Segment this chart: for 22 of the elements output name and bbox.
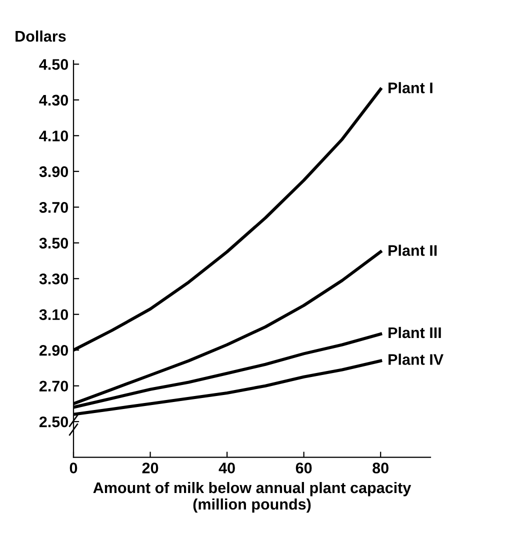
y-axis-title: Dollars	[16, 30, 66, 42]
y-tick-label: 2.70	[39, 380, 68, 392]
y-tick-label: 2.50	[39, 416, 68, 428]
x-tick-label: 0	[70, 462, 78, 474]
series-label: Plant III	[388, 326, 441, 338]
y-tick-label: 4.50	[39, 59, 68, 70]
x-tick-label: 40	[218, 462, 235, 474]
series-label: Plant II	[388, 244, 437, 256]
y-tick-label: 2.90	[39, 344, 68, 356]
x-tick-label: 60	[296, 462, 312, 474]
y-tick-label: 4.30	[39, 94, 68, 106]
x-tick-label: 20	[142, 462, 158, 474]
series-label: Plant IV	[388, 354, 444, 365]
y-tick-label: 3.10	[39, 309, 68, 320]
y-tick-label: 4.10	[39, 130, 68, 142]
y-tick-label: 3.30	[39, 273, 68, 284]
y-tick-label: 3.90	[39, 166, 68, 178]
y-tick-label: 3.70	[39, 202, 68, 213]
x-axis-title: Amount of milk below annual plant capacity (million pounds)	[93, 482, 412, 513]
x-tick-label: 80	[372, 462, 388, 474]
series-label: Plant I	[388, 82, 432, 94]
y-tick-label: 3.50	[39, 238, 68, 249]
